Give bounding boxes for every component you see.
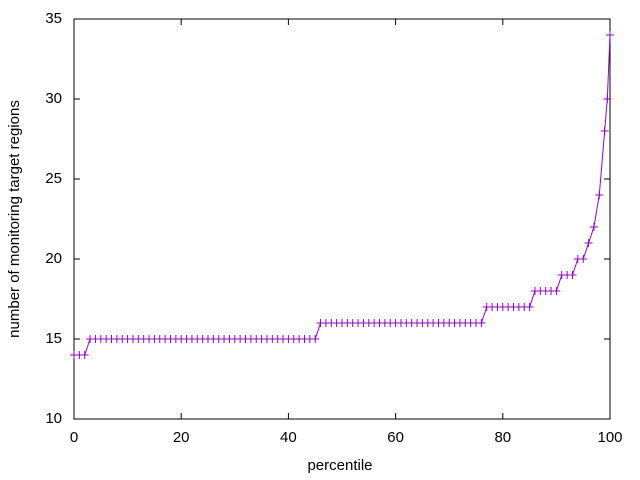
point-marker — [606, 31, 614, 39]
x-tick-label: 100 — [597, 429, 622, 446]
point-marker — [589, 223, 598, 231]
point-marker — [311, 335, 320, 343]
x-tick-label: 40 — [280, 429, 297, 446]
y-tick-label: 15 — [45, 330, 62, 347]
point-marker — [603, 95, 612, 103]
plot-border — [73, 18, 611, 420]
y-tick-label: 30 — [45, 90, 62, 107]
y-tick-label: 25 — [45, 170, 62, 187]
point-marker — [584, 239, 593, 247]
x-tick-label: 20 — [173, 429, 190, 446]
x-axis-label: percentile — [307, 457, 372, 474]
point-marker — [552, 287, 561, 295]
point-marker — [80, 351, 89, 359]
x-tick-label: 80 — [494, 429, 511, 446]
point-marker — [477, 319, 486, 327]
y-tick-label: 35 — [45, 10, 62, 27]
y-tick-label: 20 — [45, 250, 62, 267]
point-marker — [579, 255, 588, 263]
point-marker — [525, 303, 534, 311]
point-marker — [595, 191, 604, 199]
x-tick-label: 60 — [387, 429, 404, 446]
x-tick-label: 0 — [70, 429, 78, 446]
y-tick-label: 10 — [45, 410, 62, 427]
point-marker — [600, 127, 609, 135]
point-marker — [568, 271, 577, 279]
y-axis-label: number of monitoring target regions — [6, 100, 23, 338]
